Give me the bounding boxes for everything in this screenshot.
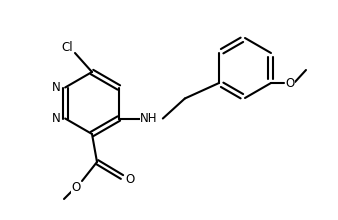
- Text: O: O: [285, 77, 295, 90]
- Text: N: N: [51, 81, 60, 94]
- Text: O: O: [125, 172, 135, 185]
- Text: N: N: [51, 112, 60, 125]
- Text: O: O: [71, 180, 81, 194]
- Text: Cl: Cl: [61, 40, 73, 53]
- Text: NH: NH: [140, 112, 158, 125]
